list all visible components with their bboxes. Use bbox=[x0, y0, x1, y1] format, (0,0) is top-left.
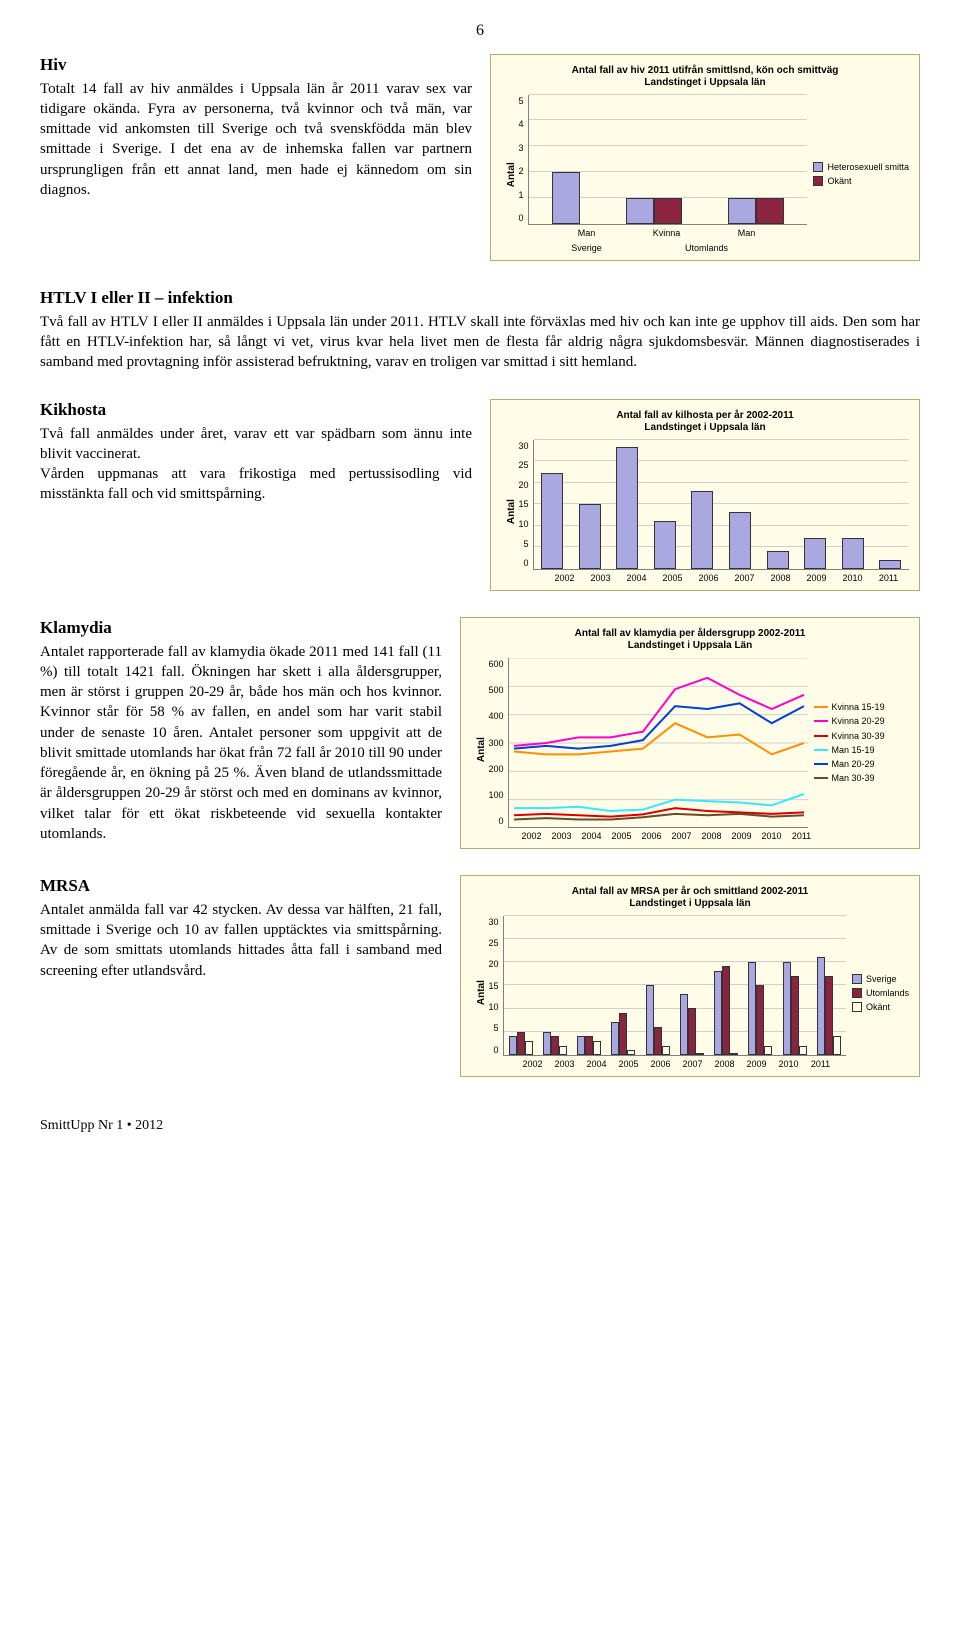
y-ticks: 051015202530 bbox=[489, 916, 503, 1056]
bar bbox=[688, 1008, 696, 1055]
page-number: 6 bbox=[40, 20, 920, 42]
bar bbox=[551, 1036, 559, 1055]
chart-title: Antal fall av MRSA per år och smittland … bbox=[471, 886, 909, 910]
bar bbox=[791, 976, 799, 1055]
bar bbox=[654, 521, 676, 569]
y-axis-label: Antal bbox=[501, 440, 519, 584]
bar bbox=[756, 198, 784, 224]
bar bbox=[654, 198, 682, 224]
bar bbox=[817, 957, 825, 1055]
page-footer: SmittUpp Nr 1 • 2012 bbox=[40, 1117, 920, 1136]
bar bbox=[585, 1036, 593, 1055]
bar bbox=[799, 1046, 807, 1055]
bar bbox=[730, 1053, 738, 1055]
klamydia-title: Klamydia bbox=[40, 617, 442, 640]
chart-hiv: Antal fall av hiv 2011 utifrån smittlsnd… bbox=[490, 54, 920, 261]
bar bbox=[804, 538, 826, 568]
bar bbox=[619, 1013, 627, 1055]
x-ticks: 2002200320042005200620072008200920102011 bbox=[517, 1056, 837, 1070]
bar bbox=[783, 962, 791, 1055]
hiv-body: Totalt 14 fall av hiv anmäldes i Uppsala… bbox=[40, 79, 472, 201]
bar bbox=[696, 1053, 704, 1055]
bar bbox=[611, 1022, 619, 1055]
chart-title: Antal fall av hiv 2011 utifrån smittlsnd… bbox=[501, 65, 909, 89]
section-kikhosta: Kikhosta Två fall anmäldes under året, v… bbox=[40, 399, 920, 591]
hiv-title: Hiv bbox=[40, 54, 472, 77]
bar bbox=[728, 198, 756, 224]
y-axis-label: Antal bbox=[471, 658, 489, 842]
plot-area bbox=[528, 95, 808, 225]
bar bbox=[616, 447, 638, 568]
kikhosta-title: Kikhosta bbox=[40, 399, 472, 422]
bar bbox=[579, 504, 601, 569]
chart-mrsa: Antal fall av MRSA per år och smittland … bbox=[460, 875, 920, 1077]
bar bbox=[517, 1032, 525, 1055]
htlv-title: HTLV I eller II – infektion bbox=[40, 287, 920, 310]
series-line bbox=[514, 723, 804, 754]
bar bbox=[691, 491, 713, 569]
y-axis-label: Antal bbox=[471, 916, 489, 1070]
bar bbox=[559, 1046, 567, 1055]
bar bbox=[509, 1036, 517, 1055]
chart-klamydia: Antal fall av klamydia per åldersgrupp 2… bbox=[460, 617, 920, 849]
y-ticks: 012345 bbox=[519, 95, 528, 225]
bar bbox=[662, 1046, 670, 1055]
bar bbox=[646, 985, 654, 1055]
section-klamydia: Klamydia Antalet rapporterade fall av kl… bbox=[40, 617, 920, 849]
bar bbox=[722, 966, 730, 1055]
y-ticks: 0100200300400500600 bbox=[489, 658, 508, 828]
line-plot bbox=[508, 658, 808, 828]
legend: SverigeUtomlandsOkänt bbox=[846, 916, 909, 1070]
bar bbox=[654, 1027, 662, 1055]
bar bbox=[764, 1046, 772, 1055]
bar bbox=[767, 551, 789, 568]
bar bbox=[729, 512, 751, 568]
mrsa-title: MRSA bbox=[40, 875, 442, 898]
x-ticks: 2002200320042005200620072008200920102011 bbox=[517, 828, 817, 842]
bar bbox=[833, 1036, 841, 1055]
bar bbox=[543, 1032, 551, 1055]
bar bbox=[879, 560, 901, 569]
legend: Heterosexuell smittaOkänt bbox=[807, 95, 909, 254]
legend: Kvinna 15-19Kvinna 20-29Kvinna 30-39Man … bbox=[808, 658, 885, 828]
section-hiv: Hiv Totalt 14 fall av hiv anmäldes i Upp… bbox=[40, 54, 920, 261]
klamydia-body: Antalet rapporterade fall av klamydia ök… bbox=[40, 642, 442, 845]
x-ticks: ManKvinnaMan bbox=[547, 225, 787, 239]
series-line bbox=[514, 794, 804, 811]
bar bbox=[756, 985, 764, 1055]
bar bbox=[525, 1041, 533, 1055]
y-ticks: 051015202530 bbox=[519, 440, 533, 570]
bar bbox=[680, 994, 688, 1055]
bar bbox=[541, 473, 563, 568]
plot-area bbox=[503, 916, 846, 1056]
kikhosta-body: Två fall anmäldes under året, varav ett … bbox=[40, 424, 472, 505]
chart-title: Antal fall av klamydia per åldersgrupp 2… bbox=[471, 628, 909, 652]
plot-area bbox=[533, 440, 909, 570]
bar bbox=[748, 962, 756, 1055]
bar bbox=[577, 1036, 585, 1055]
bar bbox=[593, 1041, 601, 1055]
bar bbox=[714, 971, 722, 1055]
y-axis-label: Antal bbox=[501, 95, 519, 254]
bar bbox=[552, 172, 580, 224]
section-htlv: HTLV I eller II – infektion Två fall av … bbox=[40, 287, 920, 373]
section-mrsa: MRSA Antalet anmälda fall var 42 stycken… bbox=[40, 875, 920, 1077]
htlv-body: Två fall av HTLV I eller II anmäldes i U… bbox=[40, 312, 920, 373]
mrsa-body: Antalet anmälda fall var 42 stycken. Av … bbox=[40, 900, 442, 981]
chart-kikhosta: Antal fall av kilhosta per år 2002-2011L… bbox=[490, 399, 920, 591]
bar bbox=[626, 198, 654, 224]
bar bbox=[627, 1050, 635, 1055]
x-ticks: 2002200320042005200620072008200920102011 bbox=[547, 570, 907, 584]
bar bbox=[842, 538, 864, 568]
chart-title: Antal fall av kilhosta per år 2002-2011L… bbox=[501, 410, 909, 434]
bar bbox=[825, 976, 833, 1055]
